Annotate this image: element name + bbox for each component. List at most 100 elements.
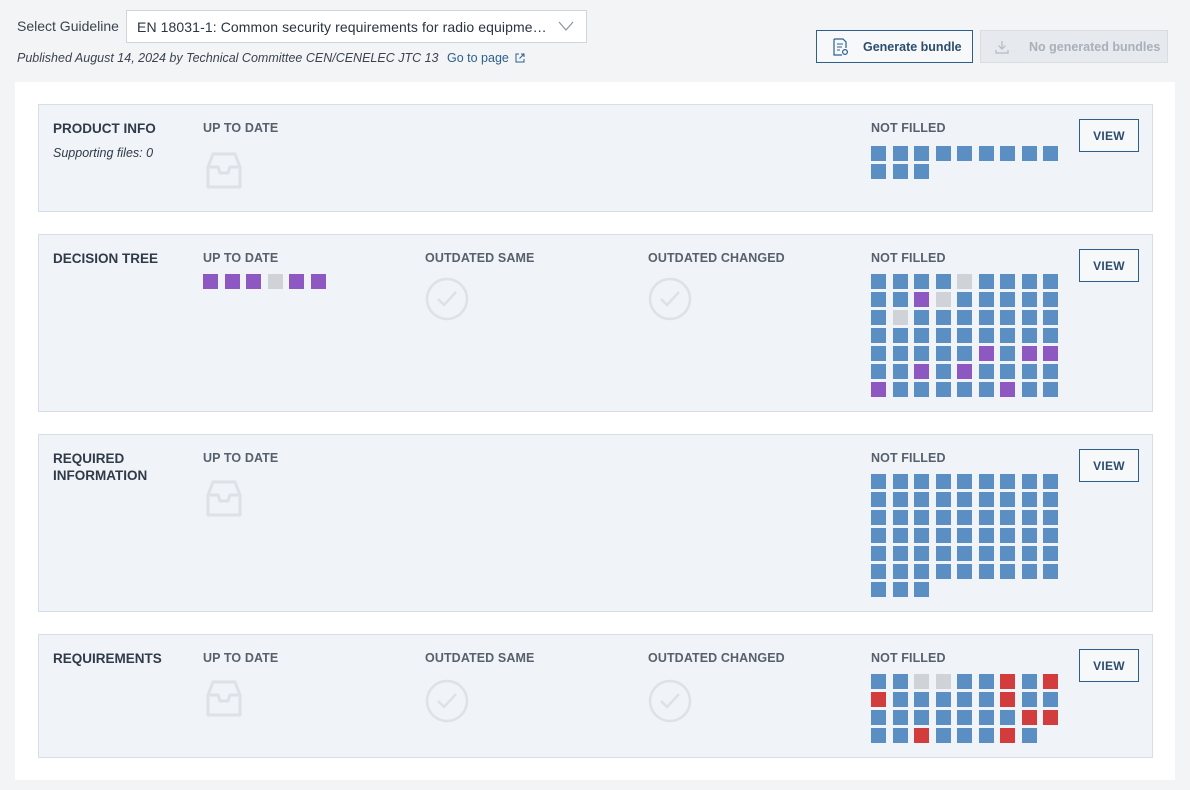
status-square[interactable]: [1021, 474, 1037, 489]
status-square[interactable]: [978, 146, 994, 161]
view-button[interactable]: VIEW: [1079, 119, 1139, 152]
status-square[interactable]: [1021, 692, 1037, 707]
status-square[interactable]: [1043, 364, 1058, 379]
status-square[interactable]: [1043, 528, 1058, 543]
status-square[interactable]: [892, 164, 908, 179]
status-square[interactable]: [957, 346, 972, 361]
status-square[interactable]: [914, 146, 929, 161]
status-square[interactable]: [935, 674, 951, 689]
no-generated-bundles-button[interactable]: No generated bundles: [980, 30, 1168, 63]
status-square[interactable]: [1000, 728, 1015, 743]
status-square[interactable]: [892, 310, 908, 325]
status-square[interactable]: [1043, 346, 1058, 361]
status-square[interactable]: [1021, 364, 1037, 379]
status-square[interactable]: [871, 510, 886, 525]
status-square[interactable]: [914, 674, 929, 689]
status-square[interactable]: [914, 582, 929, 597]
status-square[interactable]: [871, 492, 886, 507]
status-square[interactable]: [892, 328, 908, 343]
status-square[interactable]: [1043, 292, 1058, 307]
status-square[interactable]: [957, 710, 972, 725]
status-square[interactable]: [957, 328, 972, 343]
status-square[interactable]: [871, 728, 886, 743]
status-square[interactable]: [892, 546, 908, 561]
status-square[interactable]: [1021, 328, 1037, 343]
view-button[interactable]: VIEW: [1079, 249, 1139, 282]
status-square[interactable]: [978, 474, 994, 489]
status-square[interactable]: [1043, 274, 1058, 289]
status-square[interactable]: [935, 728, 951, 743]
status-square[interactable]: [1021, 382, 1037, 397]
status-square[interactable]: [1021, 510, 1037, 525]
status-square[interactable]: [1000, 364, 1015, 379]
status-square[interactable]: [1000, 382, 1015, 397]
status-square[interactable]: [957, 528, 972, 543]
status-square[interactable]: [1000, 510, 1015, 525]
status-square[interactable]: [1043, 310, 1058, 325]
view-button[interactable]: VIEW: [1079, 449, 1139, 482]
status-square[interactable]: [957, 546, 972, 561]
status-square[interactable]: [957, 674, 972, 689]
status-square[interactable]: [871, 164, 886, 179]
status-square[interactable]: [1000, 710, 1015, 725]
status-square[interactable]: [892, 292, 908, 307]
status-square[interactable]: [892, 692, 908, 707]
status-square[interactable]: [892, 710, 908, 725]
status-square[interactable]: [957, 510, 972, 525]
status-square[interactable]: [914, 474, 929, 489]
status-square[interactable]: [935, 692, 951, 707]
status-square[interactable]: [871, 146, 886, 161]
status-square[interactable]: [871, 328, 886, 343]
status-square[interactable]: [935, 346, 951, 361]
status-square[interactable]: [1021, 674, 1037, 689]
status-square[interactable]: [1021, 310, 1037, 325]
status-square[interactable]: [1043, 674, 1058, 689]
view-button[interactable]: VIEW: [1079, 649, 1139, 682]
status-square[interactable]: [892, 474, 908, 489]
status-square[interactable]: [892, 364, 908, 379]
status-square[interactable]: [914, 292, 929, 307]
status-square[interactable]: [935, 146, 951, 161]
status-square[interactable]: [1043, 492, 1058, 507]
status-square[interactable]: [871, 346, 886, 361]
status-square[interactable]: [935, 510, 951, 525]
status-square[interactable]: [1043, 382, 1058, 397]
status-square[interactable]: [957, 292, 972, 307]
status-square[interactable]: [957, 474, 972, 489]
status-square[interactable]: [935, 310, 951, 325]
status-square[interactable]: [914, 710, 929, 725]
status-square[interactable]: [1000, 346, 1015, 361]
status-square[interactable]: [892, 510, 908, 525]
status-square[interactable]: [1021, 274, 1037, 289]
status-square[interactable]: [892, 528, 908, 543]
status-square[interactable]: [957, 728, 972, 743]
status-square[interactable]: [914, 492, 929, 507]
status-square[interactable]: [1043, 564, 1058, 579]
status-square[interactable]: [978, 382, 994, 397]
status-square[interactable]: [978, 346, 994, 361]
status-square[interactable]: [203, 274, 218, 289]
status-square[interactable]: [1000, 474, 1015, 489]
status-square[interactable]: [935, 710, 951, 725]
status-square[interactable]: [871, 710, 886, 725]
status-square[interactable]: [978, 328, 994, 343]
status-square[interactable]: [914, 692, 929, 707]
status-square[interactable]: [1000, 292, 1015, 307]
status-square[interactable]: [914, 364, 929, 379]
status-square[interactable]: [914, 564, 929, 579]
status-square[interactable]: [871, 674, 886, 689]
status-square[interactable]: [914, 546, 929, 561]
status-square[interactable]: [978, 510, 994, 525]
status-square[interactable]: [1043, 510, 1058, 525]
status-square[interactable]: [914, 728, 929, 743]
status-square[interactable]: [957, 364, 972, 379]
status-square[interactable]: [978, 546, 994, 561]
status-square[interactable]: [1021, 346, 1037, 361]
status-square[interactable]: [892, 728, 908, 743]
status-square[interactable]: [892, 582, 908, 597]
status-square[interactable]: [957, 564, 972, 579]
status-square[interactable]: [871, 692, 886, 707]
status-square[interactable]: [871, 364, 886, 379]
status-square[interactable]: [1043, 146, 1058, 161]
status-square[interactable]: [892, 274, 908, 289]
